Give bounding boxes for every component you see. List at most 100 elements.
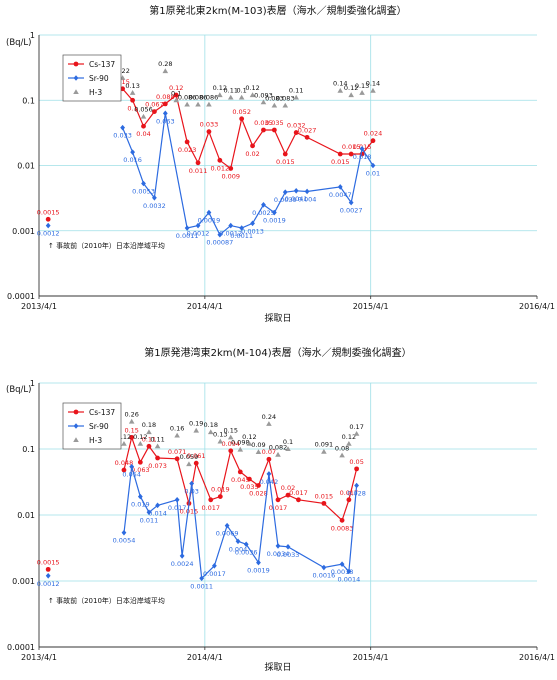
data-point (260, 99, 267, 105)
data-label: 0.0025 (252, 209, 275, 217)
data-point (370, 138, 376, 144)
data-label: 0.12 (213, 84, 227, 92)
data-point (162, 110, 168, 117)
data-point (250, 143, 255, 149)
data-point (354, 466, 360, 472)
data-point (339, 561, 345, 567)
data-label: 0.1 (236, 87, 246, 95)
data-point (304, 134, 310, 140)
data-point (137, 493, 143, 500)
data-label: 0.0053 (132, 187, 155, 195)
data-label: 0.1 (283, 438, 293, 446)
data-label: 0.01 (366, 170, 380, 178)
data-label: 0.004 (229, 545, 248, 553)
data-label: 0.12 (242, 433, 256, 441)
data-label: 0.035 (265, 119, 284, 127)
baseline-point (45, 572, 51, 579)
data-point (228, 222, 234, 229)
data-point (121, 440, 127, 446)
data-point (237, 446, 244, 452)
data-point (339, 452, 345, 458)
data-point (266, 456, 272, 462)
data-label: 0.0041 (285, 195, 308, 203)
data-point (285, 446, 291, 451)
data-point (359, 90, 365, 95)
data-point (246, 476, 252, 482)
y-tick-label: 0.0001 (7, 292, 35, 301)
data-point (141, 180, 146, 187)
legend-entry: Sr-90 (89, 422, 109, 431)
data-label: 0.0019 (263, 217, 286, 225)
data-label: 0.015 (342, 143, 361, 151)
data-label: 0.054 (122, 471, 141, 479)
data-point (152, 194, 157, 201)
data-point (121, 467, 127, 473)
data-label: 0.014 (148, 509, 167, 517)
data-label: 0.017 (289, 489, 308, 497)
data-point (275, 543, 281, 549)
data-label: 0.14 (333, 80, 347, 88)
x-tick-label: 2013/4/1 (21, 302, 57, 311)
x-tick-label: 2014/4/1 (187, 653, 223, 662)
data-point (370, 162, 376, 169)
y-tick-label: 0.01 (17, 162, 35, 171)
data-label: 0.0047 (329, 191, 352, 199)
data-point (337, 87, 344, 93)
data-label: 0.082 (269, 444, 288, 452)
data-label: 0.011 (189, 167, 208, 175)
data-point (184, 139, 190, 145)
data-label: 0.15 (124, 426, 138, 434)
y-tick-label: 0.001 (12, 227, 35, 236)
baseline-point (45, 566, 51, 572)
data-label: 0.1 (171, 89, 181, 97)
data-point (152, 109, 157, 114)
data-point (206, 209, 212, 216)
data-label: 0.08 (335, 444, 349, 452)
data-point (179, 553, 185, 559)
data-point (266, 471, 272, 477)
data-label: 0.024 (364, 130, 383, 138)
data-label: 0.027 (298, 126, 317, 134)
data-point (296, 497, 301, 503)
data-point (275, 451, 281, 457)
legend-marker (73, 61, 79, 67)
data-label: 0.12 (169, 84, 183, 92)
data-point (174, 496, 180, 503)
data-label: 0.035 (254, 119, 273, 127)
x-tick-label: 2014/4/1 (187, 302, 223, 311)
data-label: 0.12 (117, 433, 131, 441)
data-point (227, 94, 234, 100)
data-label: 0.012 (211, 164, 230, 172)
data-point (129, 463, 135, 470)
y-axis-unit: (Bq/L) (6, 38, 31, 48)
data-point (339, 517, 345, 523)
data-point (282, 189, 288, 195)
x-axis-label: 採取日 (264, 661, 291, 673)
data-point (348, 92, 354, 98)
data-label: 0.11 (142, 435, 156, 443)
data-point (217, 157, 223, 163)
data-point (238, 94, 245, 100)
y-tick-label: 1 (30, 31, 35, 40)
data-label: 0.061 (187, 452, 206, 460)
series-sr-90: 0.00540.0540.0190.0110.0140.0170.00240.0… (37, 463, 366, 590)
baseline-point (45, 222, 51, 229)
data-label: 0.094 (221, 440, 240, 448)
y-tick-label: 1 (30, 379, 35, 388)
data-point (243, 541, 249, 548)
data-point (121, 529, 127, 536)
data-point (120, 124, 126, 131)
data-point (130, 149, 136, 155)
data-point (266, 421, 272, 426)
data-point (271, 102, 278, 108)
data-point (353, 430, 360, 436)
data-label: 0.083 (276, 95, 295, 103)
baseline-point (45, 216, 51, 222)
legend: Cs-137 Sr-90 H-3 (62, 54, 122, 102)
data-point (237, 469, 243, 475)
data-label: 0.05 (349, 458, 363, 466)
data-label: 0.0017 (203, 570, 226, 578)
data-label: 0.017 (168, 504, 187, 512)
data-point (227, 434, 234, 440)
data-point (228, 448, 234, 454)
